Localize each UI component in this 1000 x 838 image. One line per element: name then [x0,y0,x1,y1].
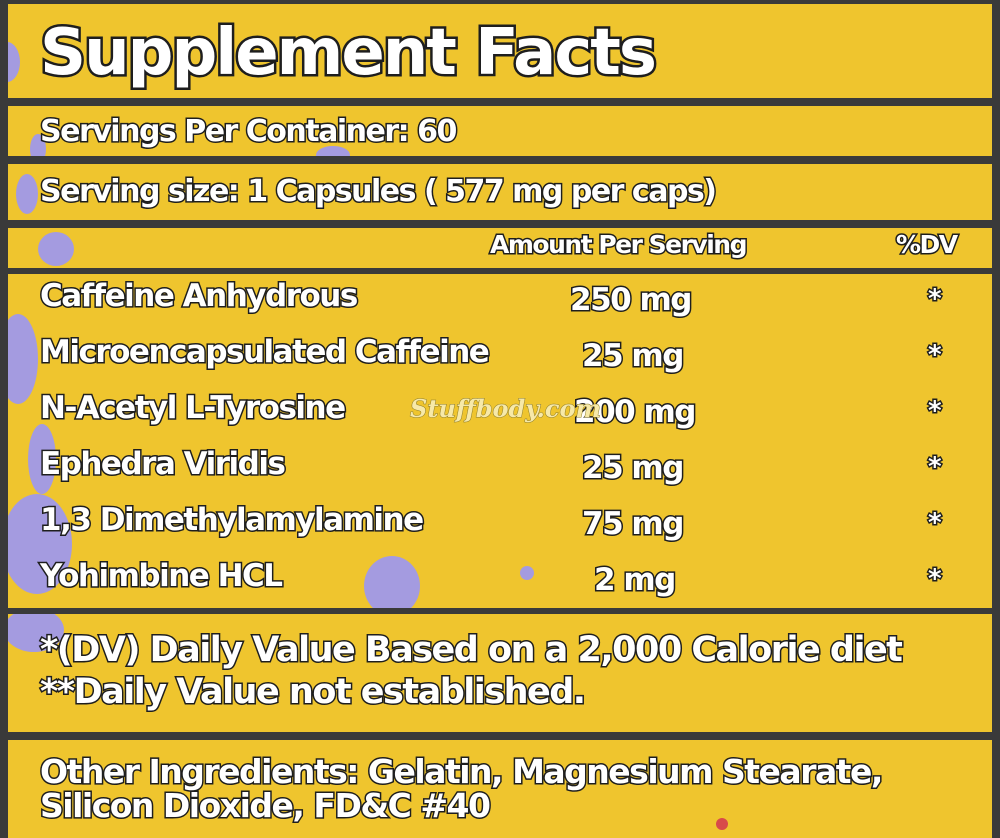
ingredient-name: Microencapsulated Caffeine [38,333,491,372]
ingredient-row: Ephedra Viridis 25 mg * [8,442,992,498]
splatter-decoration [520,566,534,580]
daily-value-header: %DV [895,229,960,261]
ingredient-dv: * [926,339,943,372]
ingredient-dv: * [926,563,943,596]
ingredient-row: Microencapsulated Caffeine 25 mg * [8,330,992,386]
ingredient-row: Caffeine Anhydrous 250 mg * [8,274,992,330]
other-ingredients-line2: Silicon Dioxide, FD&C #40 [38,785,492,827]
ingredient-dv: * [926,283,943,316]
ingredient-amount: 2 mg [593,561,678,600]
footnote-not-established: **Daily Value not established. [39,671,588,714]
splatter-decoration [8,494,72,594]
splatter-decoration [30,134,46,156]
splatter-decoration [716,818,728,830]
footnote-daily-value: *(DV) Daily Value Based on a 2,000 Calor… [38,629,904,672]
splatter-decoration [8,614,64,652]
other-ingredients-band: Other Ingredients: Gelatin, Magnesium St… [8,740,992,838]
splatter-decoration [364,556,420,608]
ingredient-table: Caffeine Anhydrous 250 mg * Microencapsu… [8,274,992,608]
splatter-decoration [38,232,74,266]
ingredient-amount: 25 mg [581,449,686,488]
ingredient-dv: * [926,507,943,540]
ingredient-row: Yohimbine HCL 2 mg * [8,554,992,608]
other-ingredients-line1: Other Ingredients: Gelatin, Magnesium St… [39,751,885,793]
ingredient-row: N-Acetyl L-Tyrosine 200 mg * [8,386,992,442]
ingredient-name: Caffeine Anhydrous [39,277,360,316]
ingredient-name: N-Acetyl L-Tyrosine [39,389,348,428]
watermark: Stuffbody.com [410,394,602,424]
serving-size: Serving size: 1 Capsules ( 577 mg per ca… [38,173,718,211]
column-header-band: Amount Per Serving %DV [8,228,992,268]
ingredient-name: Yohimbine HCL [39,557,285,596]
splatter-decoration [8,42,20,82]
splatter-decoration [28,424,56,494]
ingredient-amount: 25 mg [581,337,686,376]
ingredient-dv: * [926,451,943,484]
serving-size-band: Serving size: 1 Capsules ( 577 mg per ca… [8,164,992,220]
ingredient-row: 1,3 Dimethylamylamine 75 mg * [8,498,992,554]
amount-per-serving-header: Amount Per Serving [489,229,749,261]
ingredient-amount: 250 mg [569,281,695,320]
label-title: Supplement Facts [38,14,660,93]
splatter-decoration [316,146,350,156]
title-band: Supplement Facts [8,4,992,98]
ingredient-amount: 75 mg [581,505,686,544]
ingredient-name: 1,3 Dimethylamylamine [39,501,426,540]
servings-band: Servings Per Container: 60 [8,106,992,156]
servings-per-container: Servings Per Container: 60 [39,113,459,151]
ingredient-dv: * [926,395,943,428]
ingredient-amount: 200 mg [573,393,699,432]
splatter-decoration [16,174,38,214]
footnotes-band: *(DV) Daily Value Based on a 2,000 Calor… [8,614,992,732]
ingredient-name: Ephedra Viridis [38,445,287,484]
